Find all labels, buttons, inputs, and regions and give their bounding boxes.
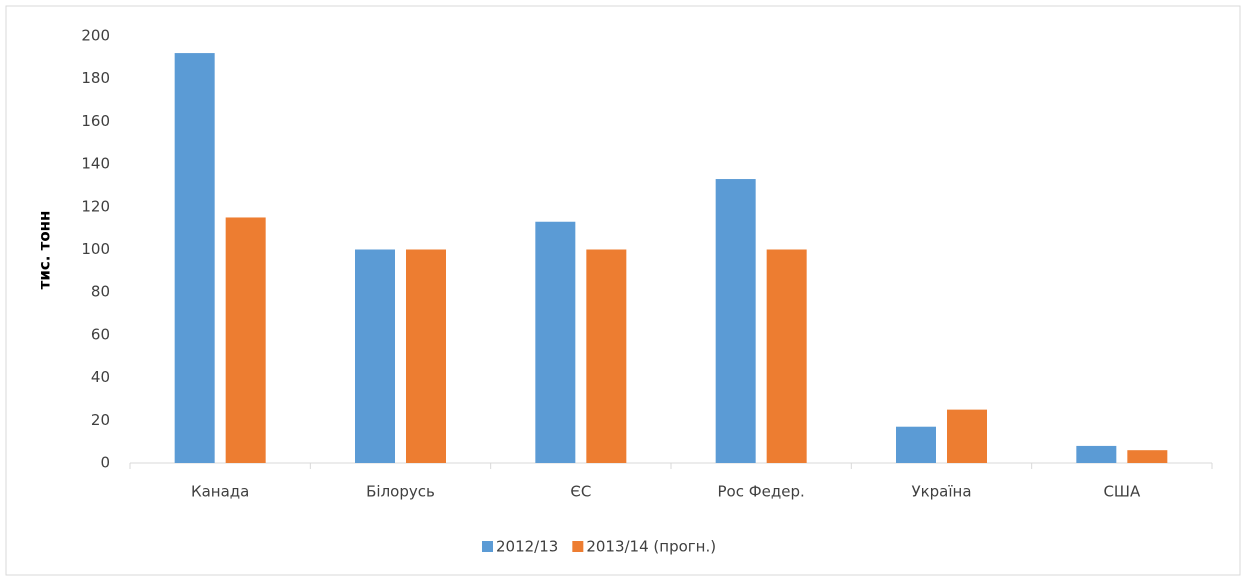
bar: [715, 179, 756, 464]
bar: [174, 53, 215, 463]
y-tick-label: 20: [91, 411, 110, 429]
y-tick-label: 80: [91, 283, 110, 301]
y-tick-label: 100: [81, 240, 110, 258]
bar: [896, 426, 936, 463]
x-tick-label: Україна: [911, 483, 971, 501]
bar: [355, 249, 395, 463]
bar: [586, 249, 627, 463]
y-tick-label: 120: [81, 197, 110, 215]
x-tick-label: Канада: [191, 483, 249, 501]
bar: [225, 217, 266, 463]
y-axis-label: тис. тонн: [36, 211, 54, 290]
legend-label: 2012/13: [496, 538, 558, 556]
y-tick-label: 40: [91, 368, 110, 386]
y-tick-label: 200: [81, 27, 110, 45]
y-tick-label: 140: [81, 155, 110, 173]
legend-swatch: [482, 541, 493, 552]
bar: [947, 409, 987, 463]
x-tick-label: Рос Федер.: [718, 483, 805, 501]
y-tick-label: 180: [81, 69, 110, 87]
legend-swatch: [572, 541, 584, 552]
x-tick-label: Білорусь: [366, 483, 435, 501]
y-tick-label: 60: [91, 325, 110, 343]
x-tick-label: ЄС: [570, 483, 591, 501]
bar: [1127, 450, 1168, 463]
bar: [535, 221, 576, 463]
legend-label: 2013/14 (прогн.): [586, 538, 716, 556]
x-tick-label: США: [1103, 483, 1141, 501]
y-tick-label: 0: [100, 454, 110, 472]
bar: [766, 249, 807, 463]
bar: [1076, 445, 1117, 463]
bar: [406, 249, 446, 463]
y-tick-label: 160: [81, 112, 110, 130]
